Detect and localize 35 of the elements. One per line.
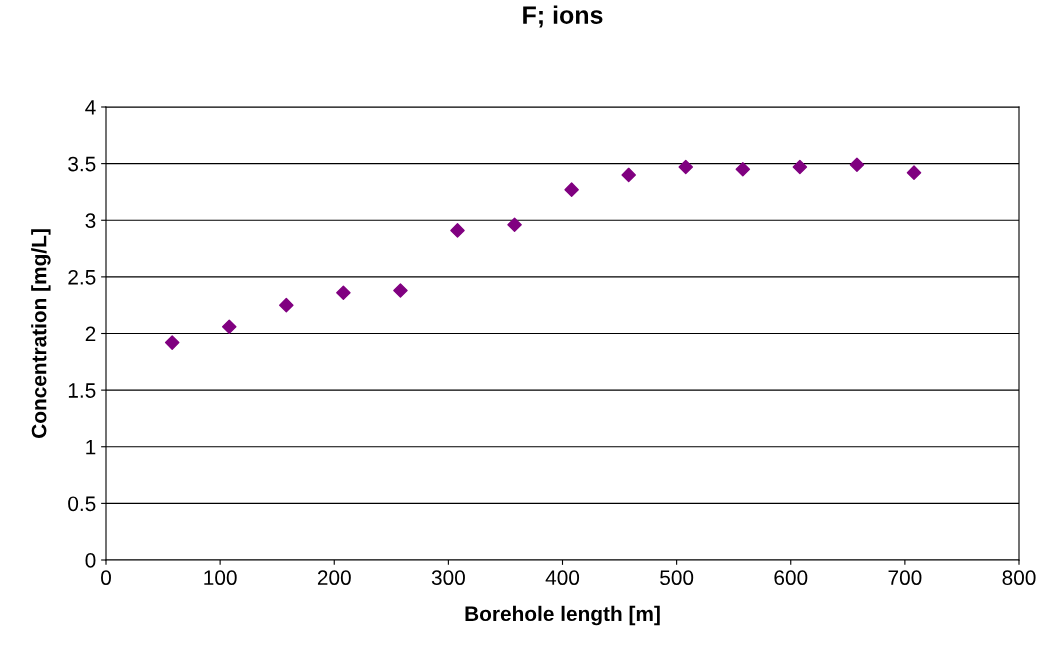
x-tick-label: 200	[317, 570, 351, 586]
x-tick-label: 600	[774, 570, 808, 586]
point	[735, 162, 751, 177]
point	[393, 283, 408, 298]
y-tick-label: 3	[85, 213, 96, 228]
y-tick-label: 1	[86, 439, 96, 455]
y-tick-label: 2	[85, 326, 96, 342]
point	[678, 159, 694, 175]
chart-title: F; ions	[523, 5, 603, 28]
y-tick-label: 2.5	[68, 269, 96, 285]
point	[849, 157, 865, 173]
x-tick-label: 300	[431, 570, 465, 586]
point	[279, 297, 294, 313]
point	[906, 165, 922, 180]
y-tick-label: 0.5	[68, 496, 96, 512]
point	[336, 285, 351, 301]
point	[450, 223, 465, 238]
x-tick-label: 500	[660, 570, 694, 586]
point	[507, 217, 522, 233]
point	[164, 335, 180, 350]
x-tick-label: 100	[204, 570, 237, 586]
point	[564, 182, 579, 197]
y-tick-label: 1.5	[68, 383, 96, 398]
point	[621, 167, 636, 183]
y-axis-title: Concentration [mg/L]	[31, 229, 51, 438]
y-tick-label: 0	[85, 553, 96, 568]
x-tick-label: 800	[1002, 570, 1036, 586]
y-tick-label: 4	[85, 100, 96, 115]
x-tick-label: 400	[545, 570, 580, 586]
point	[221, 319, 237, 334]
y-tick-label: 3.5	[68, 156, 96, 172]
x-axis-title: Borehole length [m]	[465, 605, 660, 626]
x-tick-label: 0	[101, 570, 111, 586]
point	[792, 159, 808, 175]
x-tick-label: 700	[888, 570, 922, 586]
